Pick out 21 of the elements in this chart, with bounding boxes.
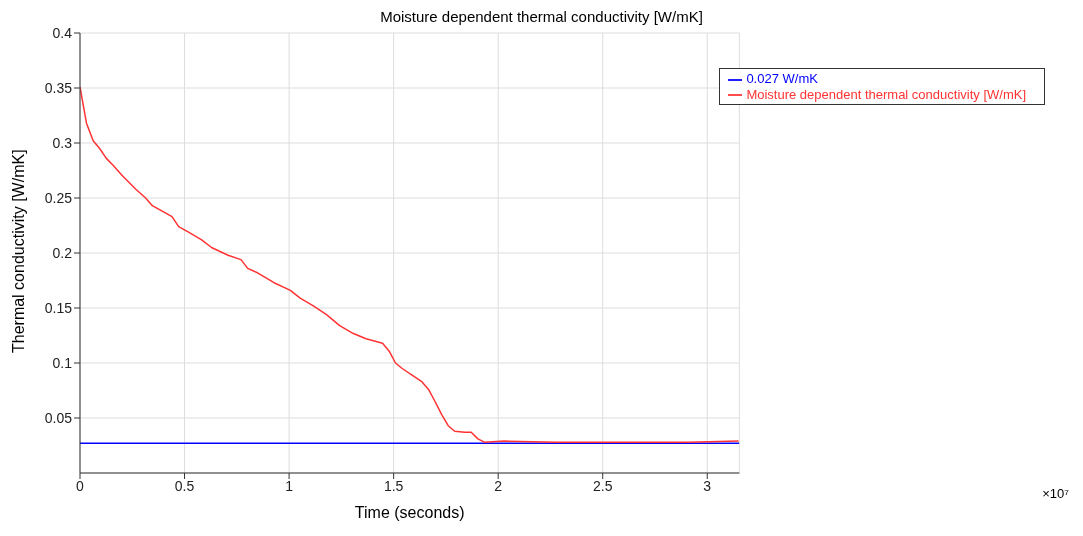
legend-label: 0.027 W/mK: [746, 71, 818, 86]
y-tick-label: 0.3: [52, 134, 73, 151]
x-tick-label: 2: [494, 477, 503, 494]
x-tick-label: 1.5: [383, 477, 404, 494]
y-axis-title: Thermal conductivity [W/mK]: [9, 149, 27, 353]
y-tick-label: 0.35: [44, 79, 73, 96]
x-tick-label: 0: [76, 477, 85, 494]
x-axis-title: Time (seconds): [354, 504, 465, 521]
legend-label: Moisture dependent thermal conductivity [W/mK]: [746, 86, 1026, 102]
text: ×10⁷: [1042, 486, 1069, 501]
chart-title: Moisture dependent thermal conductivity [W/mK]: [380, 8, 703, 25]
x-tick-label: 2.5: [592, 477, 613, 494]
y-tick-label: 0.05: [44, 409, 73, 426]
y-tick-label: 0.4: [52, 24, 73, 41]
x-tick-label: 1: [285, 477, 294, 494]
y-tick-label: 0.2: [52, 244, 73, 261]
x-tick-label: 3: [703, 477, 712, 494]
x-tick-label: 0.5: [174, 477, 195, 494]
y-tick-label: 0.25: [44, 189, 73, 206]
y-tick-label: 0.1: [52, 354, 73, 371]
y-tick-label: 0.15: [44, 299, 73, 316]
